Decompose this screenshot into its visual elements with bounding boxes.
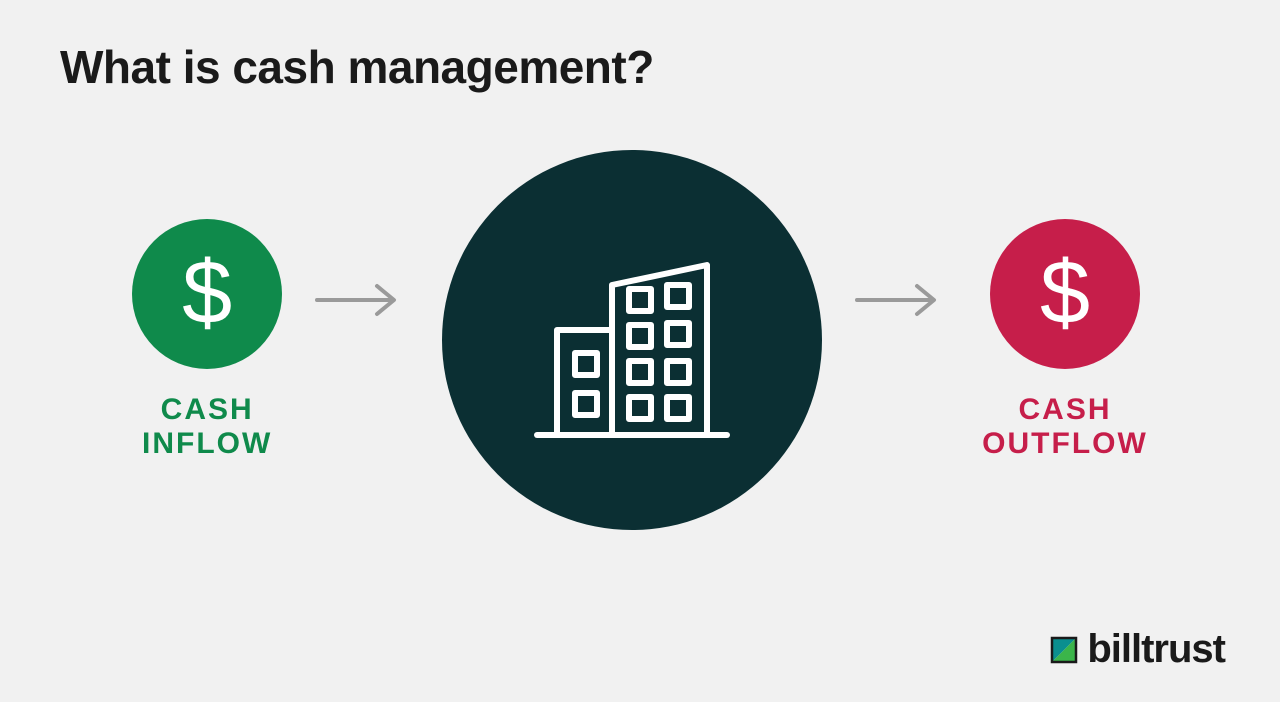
logo-text: billtrust (1087, 627, 1225, 672)
logo-icon (1049, 635, 1079, 665)
brand-logo: billtrust (1049, 627, 1225, 672)
inflow-circle: $ (132, 219, 282, 369)
outflow-circle: $ (990, 219, 1140, 369)
page-title: What is cash management? (60, 40, 654, 94)
building-icon (517, 225, 747, 455)
arrow-icon (312, 280, 412, 320)
inflow-node: $ CASH INFLOW (132, 219, 282, 462)
outflow-label: CASH OUTFLOW (982, 393, 1148, 462)
center-node (442, 150, 822, 530)
center-circle (442, 150, 822, 530)
outflow-node: $ CASH OUTFLOW (982, 219, 1148, 462)
dollar-icon: $ (1040, 242, 1090, 345)
dollar-icon: $ (182, 242, 232, 345)
inflow-label: CASH INFLOW (142, 393, 272, 462)
cash-flow-diagram: $ CASH INFLOW (0, 150, 1280, 530)
arrow-icon (852, 280, 952, 320)
